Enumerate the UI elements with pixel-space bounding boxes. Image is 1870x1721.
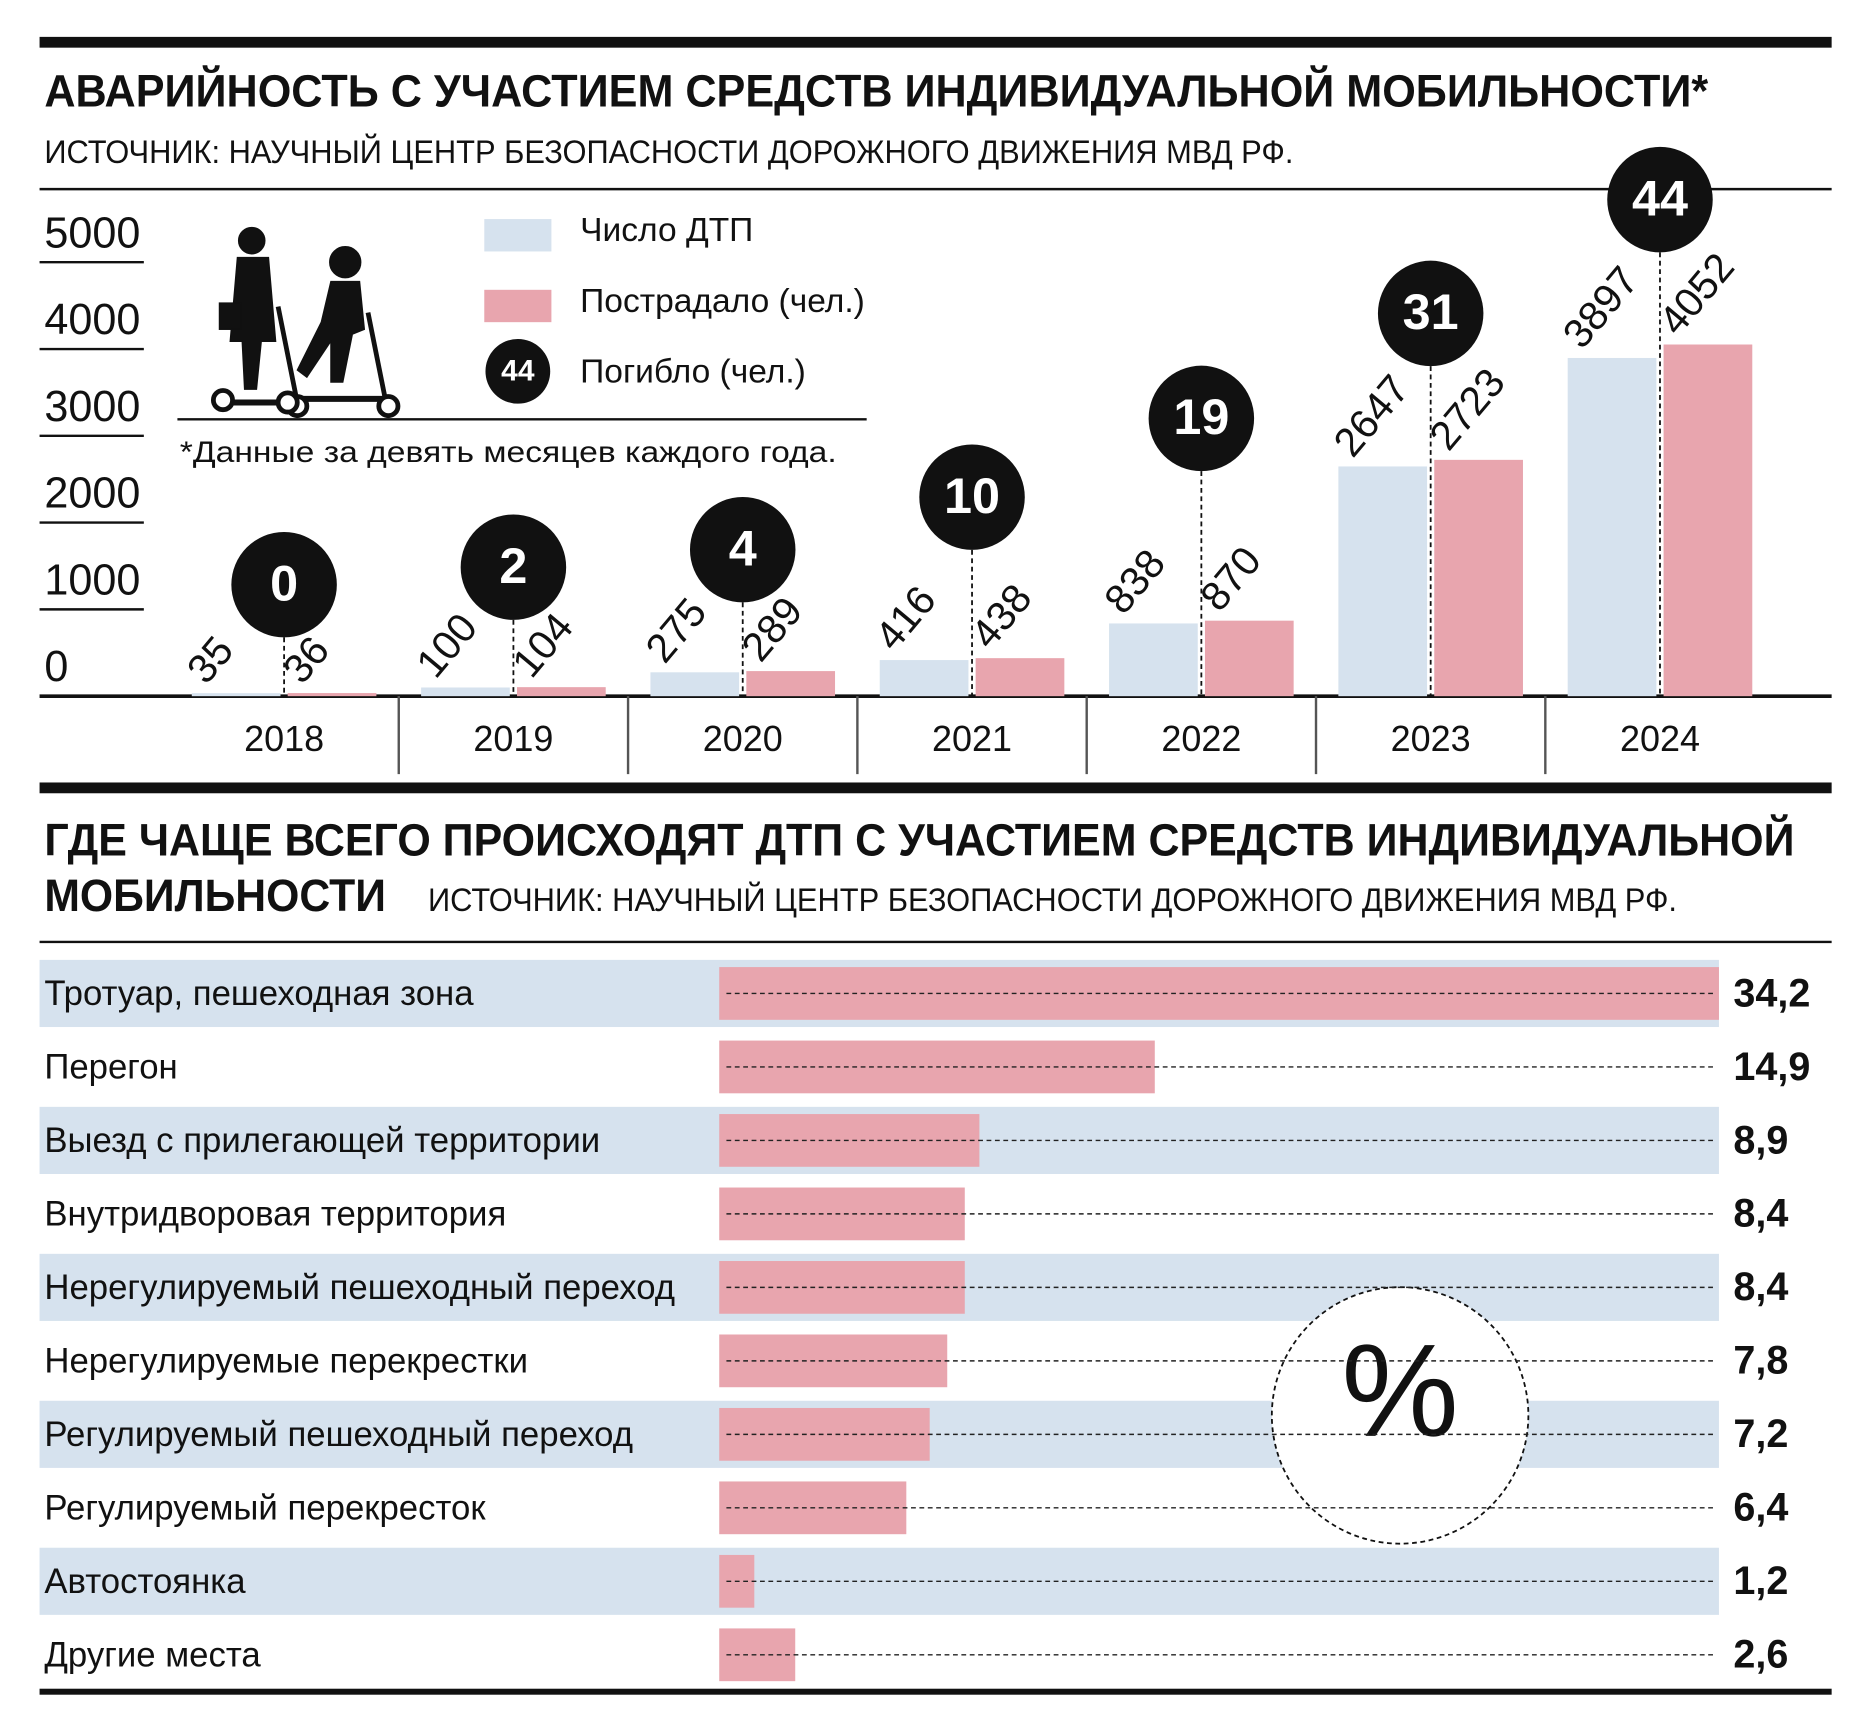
unit-label: % bbox=[1341, 1317, 1458, 1464]
category-label: Внутридворовая территория bbox=[44, 1195, 506, 1233]
value-label: 2,6 bbox=[1733, 1633, 1788, 1677]
value-label: 2647 bbox=[1324, 366, 1418, 465]
top-rule bbox=[39, 36, 1832, 48]
category-label: Выезд с прилегающей территории bbox=[44, 1122, 600, 1160]
value-label: 438 bbox=[962, 575, 1041, 657]
death-label: 19 bbox=[1173, 388, 1229, 445]
category-label: Другие места bbox=[44, 1636, 261, 1674]
y-tick-label: 2000 bbox=[44, 470, 140, 518]
x-tick-label: 2024 bbox=[1620, 718, 1700, 759]
category-label: Тротуар, пешеходная зона bbox=[44, 975, 474, 1013]
y-tick-label: 0 bbox=[44, 643, 68, 691]
chart-title: ГДЕ ЧАЩЕ ВСЕГО ПРОИСХОДЯТ ДТП С УЧАСТИЕМ… bbox=[44, 814, 1794, 866]
legend-sample: 44 bbox=[501, 354, 535, 387]
value-label: 416 bbox=[866, 577, 945, 659]
x-tick-label: 2022 bbox=[1161, 718, 1241, 759]
x-tick-label: 2019 bbox=[473, 718, 553, 759]
value-label: 7,8 bbox=[1733, 1339, 1788, 1383]
bottom-rule bbox=[39, 1688, 1832, 1695]
bar bbox=[746, 671, 836, 697]
legend-swatch bbox=[485, 338, 551, 404]
y-tick-label: 1000 bbox=[44, 556, 140, 604]
chart-title: АВАРИЙНОСТЬ С УЧАСТИЕМ СРЕДСТВ ИНДИВИДУА… bbox=[44, 64, 1708, 116]
value-label: 6,4 bbox=[1733, 1486, 1788, 1530]
bar bbox=[191, 693, 281, 697]
death-marker bbox=[919, 444, 1025, 550]
legend-swatch bbox=[484, 289, 552, 323]
bar bbox=[421, 687, 510, 697]
value-label: 870 bbox=[1191, 538, 1270, 620]
section-rule bbox=[39, 782, 1832, 794]
death-label: 31 bbox=[1403, 283, 1459, 340]
value-label: 3897 bbox=[1554, 258, 1648, 357]
death-marker bbox=[1148, 365, 1255, 472]
legend-label: Число ДТП bbox=[580, 212, 753, 249]
death-marker bbox=[689, 496, 796, 603]
death-label: 4 bbox=[729, 519, 757, 576]
bar bbox=[287, 693, 377, 697]
value-label: 8,4 bbox=[1733, 1265, 1788, 1309]
value-label: 8,4 bbox=[1733, 1192, 1788, 1236]
value-label: 2723 bbox=[1420, 359, 1514, 458]
death-label: 2 bbox=[499, 537, 527, 594]
y-tick-label: 5000 bbox=[44, 209, 140, 257]
bar bbox=[1663, 344, 1753, 697]
death-marker bbox=[460, 514, 567, 620]
category-label: Регулируемый пешеходный переход bbox=[44, 1416, 633, 1454]
death-label: 10 bbox=[944, 467, 1000, 524]
value-label: 100 bbox=[407, 604, 486, 686]
value-label: 34,2 bbox=[1733, 971, 1810, 1015]
bar bbox=[1109, 623, 1198, 697]
value-label: 7,2 bbox=[1733, 1412, 1788, 1456]
bar bbox=[975, 658, 1065, 697]
category-label: Нерегулируемые перекрестки bbox=[44, 1342, 528, 1380]
legend-swatch bbox=[484, 219, 552, 252]
chart-title: МОБИЛЬНОСТИ bbox=[44, 870, 386, 921]
footnote: *Данные за девять месяцев каждого года. bbox=[180, 436, 837, 469]
chart-subtitle: ИСТОЧНИК: НАУЧНЫЙ ЦЕНТР БЕЗОПАСНОСТИ ДОР… bbox=[428, 881, 1677, 918]
value-label: 1,2 bbox=[1733, 1559, 1788, 1603]
x-tick-label: 2021 bbox=[932, 718, 1012, 759]
bar bbox=[879, 660, 969, 697]
chart-subtitle: ИСТОЧНИК: НАУЧНЫЙ ЦЕНТР БЕЗОПАСНОСТИ ДОР… bbox=[44, 133, 1293, 170]
bar bbox=[1338, 466, 1428, 697]
value-label: 14,9 bbox=[1733, 1045, 1810, 1089]
bar bbox=[1434, 459, 1523, 697]
bar bbox=[1567, 357, 1657, 697]
value-label: 35 bbox=[178, 627, 242, 691]
value-label: 8,9 bbox=[1733, 1118, 1788, 1162]
bar bbox=[719, 1334, 948, 1388]
category-label: Регулируемый перекресток bbox=[44, 1489, 486, 1527]
category-label: Перегон bbox=[44, 1049, 177, 1087]
value-label: 4052 bbox=[1650, 244, 1744, 343]
category-label: Автостоянка bbox=[44, 1563, 246, 1601]
scooter-illustration bbox=[210, 226, 401, 419]
legend-label: Погибло (чел.) bbox=[580, 354, 806, 391]
bar bbox=[517, 687, 606, 697]
death-marker bbox=[231, 531, 337, 638]
category-label: Нерегулируемый пешеходный переход bbox=[44, 1269, 675, 1307]
bar bbox=[650, 672, 740, 697]
bar bbox=[719, 1628, 796, 1682]
legend-label: Пострадало (чел.) bbox=[580, 283, 865, 320]
death-marker bbox=[1377, 260, 1484, 367]
x-tick-label: 2023 bbox=[1391, 718, 1471, 759]
bar bbox=[1204, 620, 1294, 697]
x-tick-label: 2018 bbox=[244, 718, 324, 759]
x-tick-label: 2020 bbox=[703, 718, 783, 759]
death-label: 0 bbox=[270, 554, 298, 611]
death-label: 44 bbox=[1632, 169, 1688, 226]
y-tick-label: 3000 bbox=[44, 383, 140, 431]
death-marker bbox=[1607, 146, 1713, 253]
value-label: 275 bbox=[636, 589, 715, 671]
y-tick-label: 4000 bbox=[44, 296, 140, 344]
value-label: 838 bbox=[1095, 540, 1174, 622]
